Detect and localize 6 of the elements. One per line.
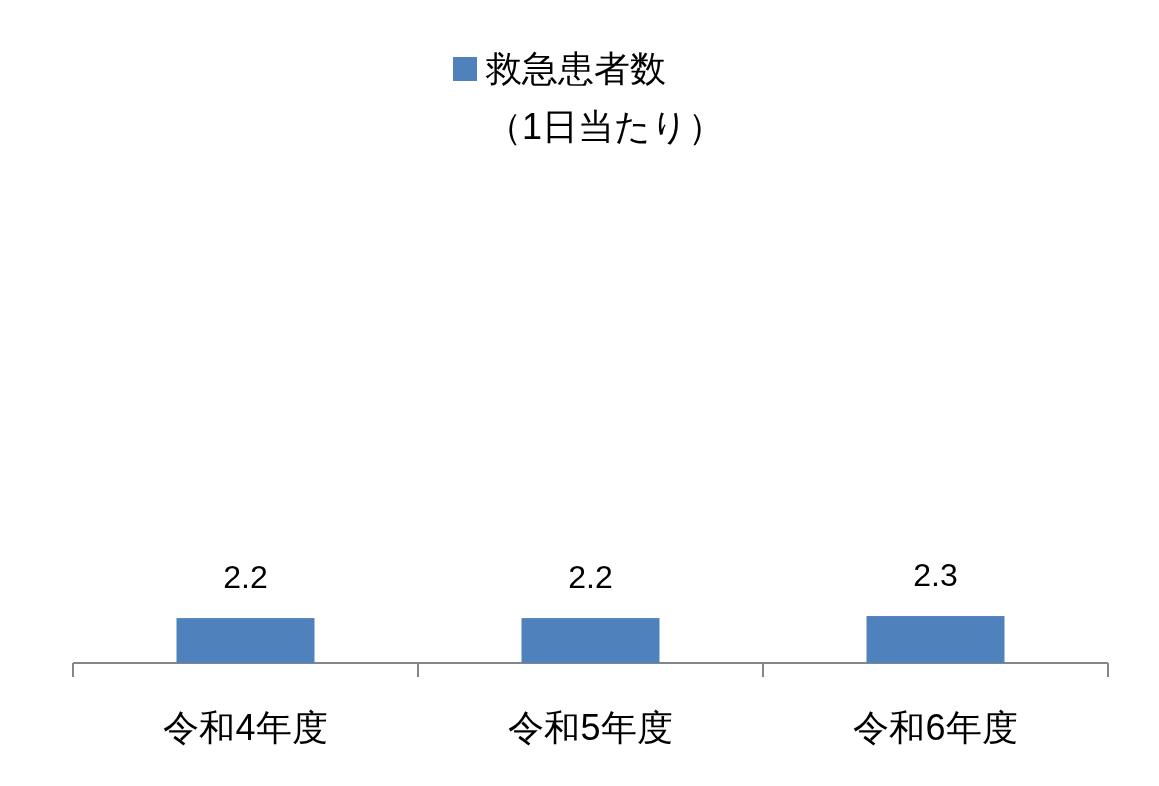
data-label: 2.2 xyxy=(568,559,613,596)
data-label: 2.2 xyxy=(223,559,268,596)
x-tick-label: 令和4年度 xyxy=(163,707,328,748)
data-label: 2.3 xyxy=(913,557,958,594)
x-tick-label: 令和6年度 xyxy=(853,707,1018,748)
x-tick-label: 令和5年度 xyxy=(508,707,673,748)
